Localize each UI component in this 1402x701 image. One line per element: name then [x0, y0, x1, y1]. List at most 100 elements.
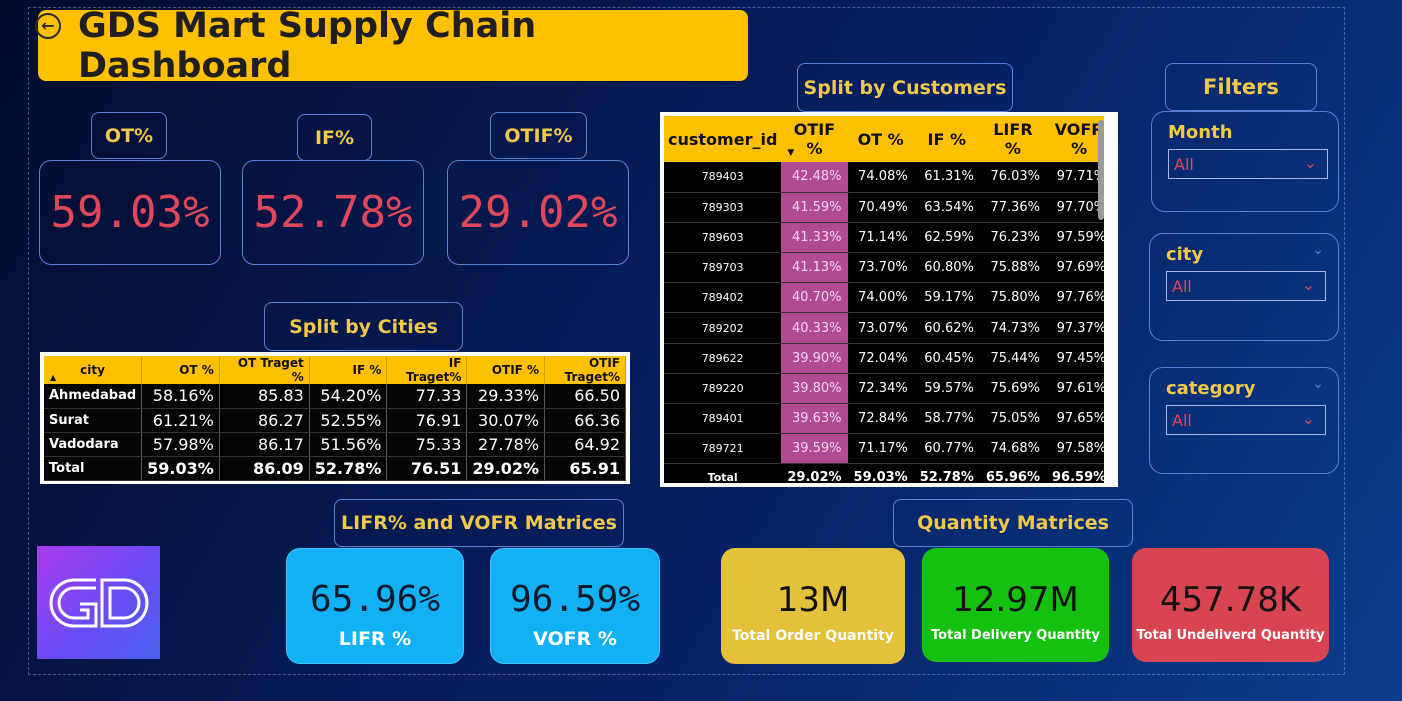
cell: 72.34% — [847, 373, 914, 405]
col-vofr[interactable]: VOFR % — [1046, 116, 1104, 162]
month-dropdown-value: All — [1174, 154, 1194, 174]
cell: 75.33 — [386, 432, 468, 457]
cell: 65.96% — [979, 463, 1047, 483]
cell: 60.80% — [913, 252, 980, 284]
col-otif-target[interactable]: OTIF Traget% — [544, 356, 626, 384]
cell: 66.36 — [544, 408, 626, 433]
order-quantity-card: 13M Total Order Quantity — [721, 548, 905, 664]
cell: Surat — [44, 408, 143, 433]
cell: 72.84% — [847, 403, 914, 435]
gd-logo-icon — [49, 578, 148, 627]
cell: 789402 — [664, 282, 782, 314]
cell: Total — [44, 455, 143, 481]
cell: 97.37% — [1046, 312, 1104, 344]
table-row[interactable]: Vadodara 57.98% 86.17 51.56% 75.33 27.78… — [44, 432, 626, 457]
col-city[interactable]: city ▲ — [44, 356, 143, 384]
table-row[interactable]: Ahmedabad 58.16% 85.83 54.20% 77.33 29.3… — [44, 384, 626, 409]
ot-label: OT% — [91, 112, 167, 159]
cell: 51.56% — [309, 432, 388, 457]
cell: 77.36% — [979, 192, 1047, 223]
chevron-down-icon: ⌄ — [1301, 275, 1315, 294]
cell: 86.17 — [219, 432, 310, 457]
col-otif[interactable]: OTIF % ▼ — [781, 116, 848, 162]
cell: 58.77% — [913, 403, 980, 435]
customers-header-row: customer_id OTIF % ▼ OT % IF % LIFR % VOF… — [664, 116, 1104, 162]
table-row[interactable]: 789403 42.48% 74.08% 61.31% 76.03% 97.71% — [664, 162, 1104, 193]
cell: 52.55% — [309, 408, 388, 433]
chevron-down-icon[interactable]: ⌄ — [1312, 242, 1324, 258]
col-ot[interactable]: OT % — [847, 116, 914, 162]
cities-table[interactable]: city ▲ OT % OT Traget % IF % IF Traget% O… — [40, 352, 630, 484]
cell: 64.92 — [544, 432, 626, 457]
cell: 40.33% — [781, 312, 848, 344]
cell: 97.76% — [1046, 282, 1104, 314]
table-row[interactable]: 789401 39.63% 72.84% 58.77% 75.05% 97.65% — [664, 403, 1104, 435]
cell: 97.61% — [1046, 373, 1104, 405]
if-value: 52.78% — [253, 187, 413, 238]
month-filter: Month All ⌄ — [1151, 111, 1339, 212]
col-ot-target[interactable]: OT Traget % — [219, 356, 310, 384]
cell: Ahmedabad — [44, 384, 143, 409]
cities-header-row: city ▲ OT % OT Traget % IF % IF Traget% O… — [44, 356, 626, 384]
col-if[interactable]: IF % — [309, 356, 388, 384]
table-row[interactable]: 789202 40.33% 73.07% 60.62% 74.73% 97.37% — [664, 312, 1104, 344]
delivery-quantity-label: Total Delivery Quantity — [931, 628, 1100, 643]
order-quantity-value: 13M — [776, 580, 850, 620]
cell: 97.69% — [1046, 252, 1104, 284]
chevron-down-icon[interactable]: ⌄ — [1312, 376, 1324, 392]
if-card: 52.78% — [242, 160, 424, 265]
table-row[interactable]: Surat 61.21% 86.27 52.55% 76.91 30.07% 6… — [44, 408, 626, 433]
quantity-title: Quantity Matrices — [893, 499, 1133, 547]
cell: 39.90% — [781, 343, 848, 374]
cell: 60.62% — [913, 312, 980, 344]
cell: 59.57% — [913, 373, 980, 405]
scrollbar[interactable] — [1098, 120, 1104, 220]
cell: 74.68% — [979, 433, 1047, 465]
lifr-value: 65.96% — [309, 579, 441, 620]
cell: 86.09 — [219, 455, 310, 481]
cell: 75.44% — [979, 343, 1047, 374]
back-arrow-icon[interactable]: ← — [35, 13, 61, 39]
otif-value: 29.02% — [458, 187, 618, 238]
category-dropdown[interactable]: All ⌄ — [1166, 405, 1326, 435]
col-customer-id[interactable]: customer_id — [664, 116, 782, 162]
cell: 63.54% — [913, 192, 980, 223]
col-ot[interactable]: OT % — [141, 356, 220, 384]
table-row[interactable]: 789220 39.80% 72.34% 59.57% 75.69% 97.61% — [664, 373, 1104, 405]
cell: 789703 — [664, 252, 782, 284]
order-quantity-label: Total Order Quantity — [732, 628, 894, 644]
table-row[interactable]: 789721 39.59% 71.17% 60.77% 74.68% 97.58% — [664, 433, 1104, 465]
delivery-quantity-value: 12.97M — [952, 580, 1079, 620]
cell: 73.70% — [847, 252, 914, 284]
table-row[interactable]: 789622 39.90% 72.04% 60.45% 75.44% 97.45% — [664, 343, 1104, 374]
cell: 75.05% — [979, 403, 1047, 435]
cell: 75.80% — [979, 282, 1047, 314]
cell: 75.88% — [979, 252, 1047, 284]
table-row[interactable]: 789402 40.70% 74.00% 59.17% 75.80% 97.76% — [664, 282, 1104, 314]
cell: 789403 — [664, 162, 782, 193]
col-lifr[interactable]: LIFR % — [979, 116, 1047, 162]
table-row[interactable]: 789303 41.59% 70.49% 63.54% 77.36% 97.70% — [664, 192, 1104, 223]
cell: 39.63% — [781, 403, 848, 435]
cell: 57.98% — [141, 432, 220, 457]
col-otif[interactable]: OTIF % — [466, 356, 546, 384]
customers-table[interactable]: customer_id OTIF % ▼ OT % IF % LIFR % VOF… — [660, 112, 1118, 487]
table-row[interactable]: 789703 41.13% 73.70% 60.80% 75.88% 97.69% — [664, 252, 1104, 284]
cell: 71.14% — [847, 222, 914, 254]
col-if[interactable]: IF % — [913, 116, 980, 162]
cell: 789202 — [664, 312, 782, 344]
cell: 76.91 — [386, 408, 468, 433]
table-row[interactable]: 789603 41.33% 71.14% 62.59% 76.23% 97.59% — [664, 222, 1104, 254]
gd-logo — [37, 546, 160, 659]
month-dropdown[interactable]: All ⌄ — [1168, 149, 1328, 179]
cell: Total — [664, 463, 782, 483]
city-dropdown[interactable]: All ⌄ — [1166, 271, 1326, 301]
col-if-target[interactable]: IF Traget% — [386, 356, 468, 384]
vofr-card: 96.59% VOFR % — [490, 548, 660, 664]
sort-down-icon: ▼ — [787, 148, 795, 158]
city-filter-label: city — [1166, 244, 1204, 265]
cell: 789603 — [664, 222, 782, 254]
cell: 41.13% — [781, 252, 848, 284]
cell: 60.45% — [913, 343, 980, 374]
city-dropdown-value: All — [1172, 276, 1192, 296]
